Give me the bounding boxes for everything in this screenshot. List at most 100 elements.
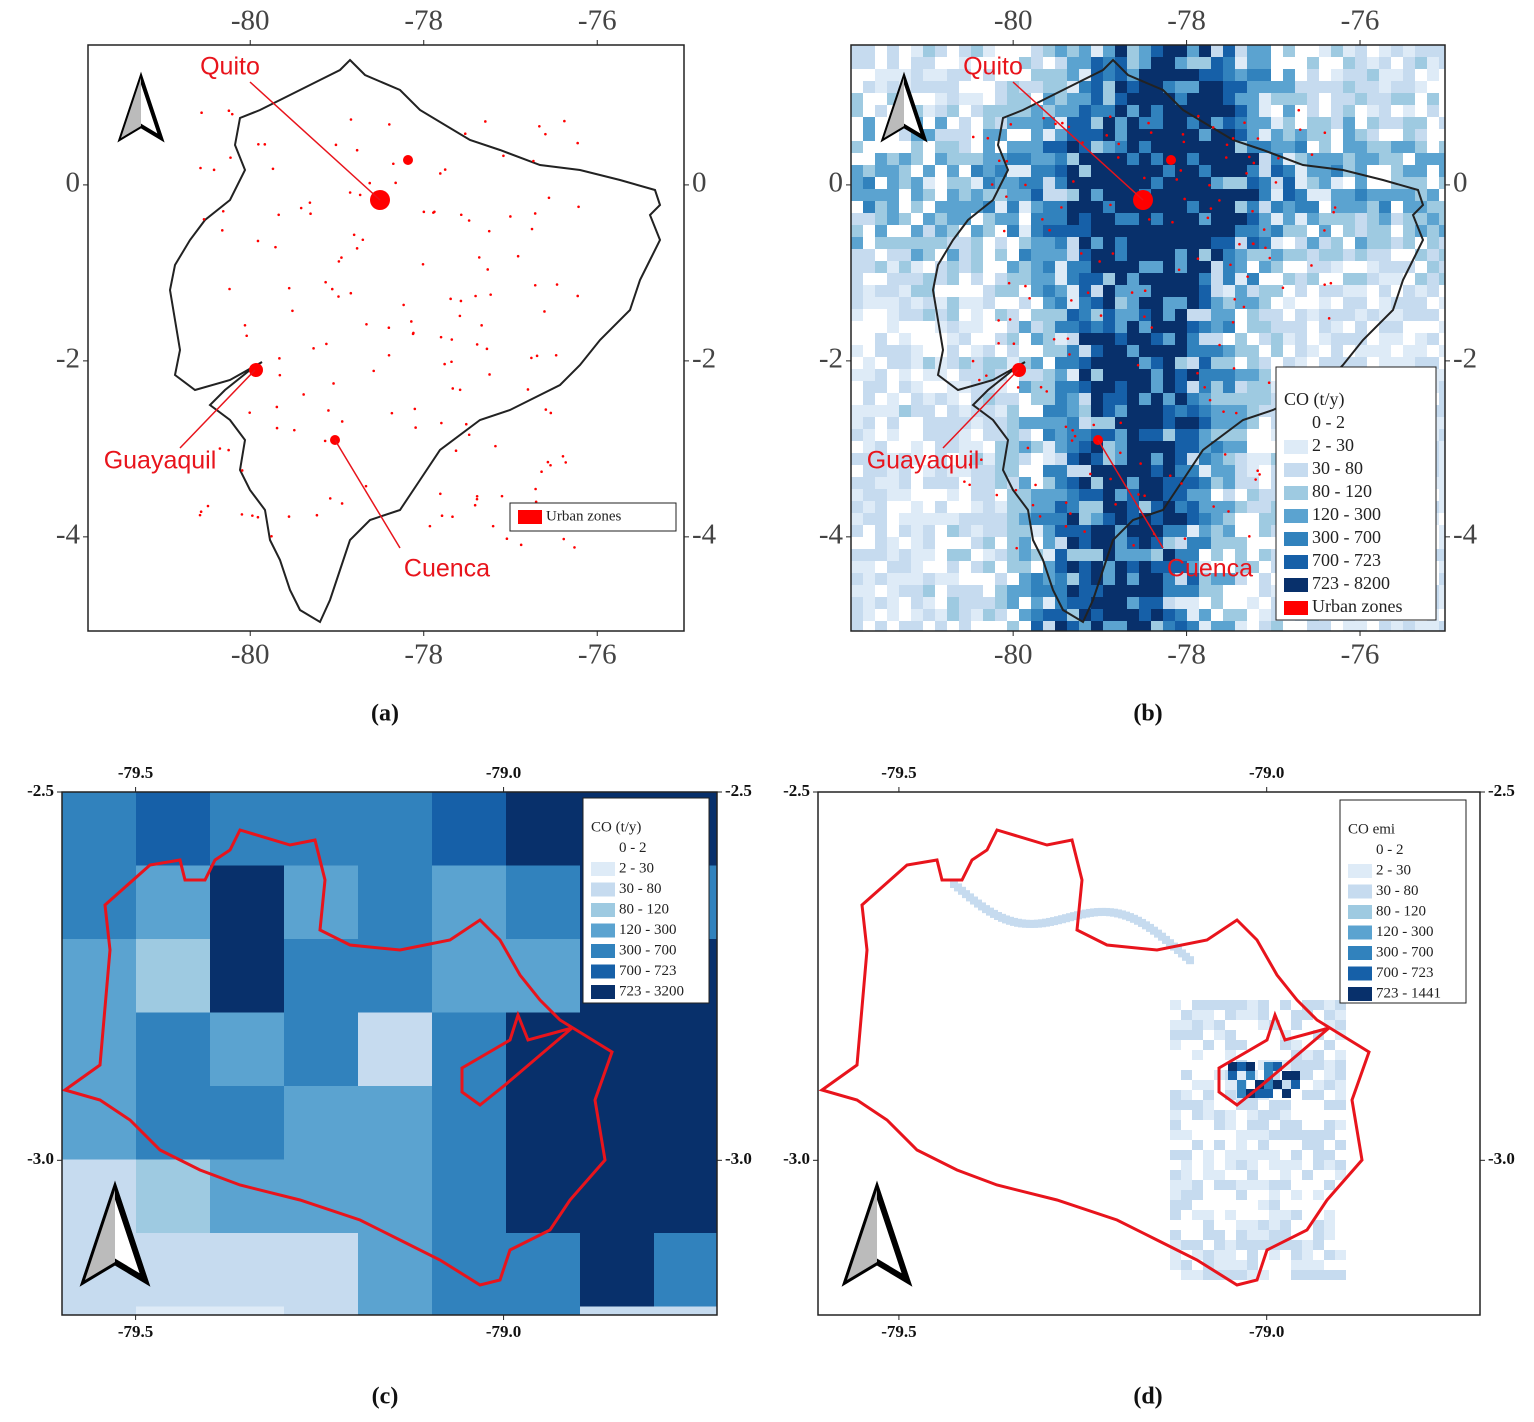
urban-zone — [274, 245, 277, 249]
emission-cell — [1163, 477, 1175, 489]
emission-cell — [1031, 417, 1043, 429]
legend-label: 2 - 30 — [619, 860, 654, 876]
emission-cell — [1283, 225, 1295, 237]
emission-cell — [1223, 141, 1235, 153]
emission-cell — [1007, 141, 1019, 153]
emission-cell — [1264, 1062, 1273, 1071]
emission-cell — [1067, 417, 1079, 429]
emission-cell — [851, 249, 863, 261]
urban-zone — [1274, 181, 1278, 184]
emission-cell — [1214, 1250, 1225, 1260]
urban-zone — [971, 135, 975, 139]
emission-cell — [1223, 609, 1235, 621]
emission-cell — [959, 417, 971, 429]
emission-cell — [863, 561, 875, 573]
emission-cell — [1355, 621, 1367, 631]
emission-cell — [1211, 333, 1223, 345]
emission-cell — [875, 501, 887, 513]
emission-cell — [923, 465, 935, 477]
emission-cell — [1103, 45, 1115, 57]
x-tick-label: -79.0 — [486, 1322, 521, 1341]
emission-cell — [911, 237, 923, 249]
emission-cell — [1283, 69, 1295, 81]
emission-cell — [1211, 273, 1223, 285]
legend-label: 723 - 1441 — [1376, 985, 1441, 1001]
emission-cell — [1391, 45, 1403, 57]
emission-cell — [1211, 621, 1223, 631]
emission-cell — [1211, 477, 1223, 489]
emission-cell — [1223, 345, 1235, 357]
emission-cell — [1067, 57, 1079, 69]
emission-cell — [1259, 585, 1271, 597]
emission-cell — [983, 369, 995, 381]
emission-cell — [1187, 477, 1199, 489]
urban-zone — [509, 215, 512, 218]
emission-cell — [995, 513, 1007, 525]
emission-cell — [1055, 105, 1067, 117]
emission-cell — [1280, 1030, 1291, 1040]
emission-cell — [1331, 45, 1343, 57]
emission-cell — [863, 597, 875, 609]
emission-cell — [923, 213, 935, 225]
emission-cell — [1151, 285, 1163, 297]
legend-label: 2 - 30 — [1376, 862, 1411, 878]
urban-zone — [1209, 207, 1213, 210]
urban-zone — [1008, 318, 1012, 321]
emission-cell — [1091, 237, 1103, 249]
emission-cell — [1199, 513, 1211, 525]
urban-zone — [323, 439, 327, 443]
emission-cell — [887, 321, 899, 333]
emission-cell — [1291, 1210, 1302, 1220]
emission-cell — [1335, 1140, 1346, 1150]
emission-cell — [1280, 1170, 1291, 1180]
emission-cell — [1199, 621, 1211, 631]
urban-zone — [1005, 159, 1009, 163]
y-tick-label: -4 — [56, 519, 81, 551]
emission-cell — [1103, 237, 1115, 249]
annotation-line — [249, 81, 381, 201]
emission-cell — [1115, 585, 1127, 597]
emission-cell — [1139, 549, 1151, 561]
urban-zone — [533, 212, 537, 215]
emission-cell — [947, 489, 959, 501]
emission-cell — [1214, 1240, 1225, 1250]
emission-cell — [1175, 309, 1187, 321]
emission-cell — [1335, 1170, 1346, 1180]
emission-cell — [1211, 357, 1223, 369]
emission-cell — [1170, 1210, 1181, 1220]
emission-cell — [1269, 1020, 1280, 1030]
emission-cell — [1280, 1080, 1291, 1090]
emission-cell — [875, 453, 887, 465]
emission-cell — [851, 429, 863, 441]
urban-zone — [480, 324, 483, 327]
emission-cell — [1175, 285, 1187, 297]
emission-cell — [935, 465, 947, 477]
emission-cell — [947, 441, 959, 453]
emission-cell — [1187, 249, 1199, 261]
emission-cell — [1247, 489, 1259, 501]
emission-cell — [1313, 1150, 1324, 1160]
urban-zone — [564, 461, 568, 464]
urban-zone — [451, 515, 454, 519]
emission-cell — [136, 1086, 210, 1160]
emission-cell — [1163, 189, 1175, 201]
emission-cell — [1223, 285, 1235, 297]
panel-label: (c) — [372, 1384, 399, 1410]
emission-cell — [851, 273, 863, 285]
urban-zone — [1068, 353, 1071, 356]
emission-cell — [1163, 93, 1175, 105]
urban-zone — [985, 374, 988, 377]
emission-cell — [1379, 213, 1391, 225]
emission-cell — [1192, 1030, 1203, 1040]
emission-cell — [1223, 93, 1235, 105]
emission-cell — [1151, 405, 1163, 417]
emission-cell — [1324, 1150, 1335, 1160]
emission-cell — [1214, 1180, 1225, 1190]
emission-cell — [1225, 1050, 1236, 1060]
emission-cell — [1151, 429, 1163, 441]
emission-cell — [1259, 105, 1271, 117]
x-tick-label: -79.0 — [486, 763, 521, 782]
emission-cell — [1259, 285, 1271, 297]
emission-cell — [1115, 489, 1127, 501]
emission-cell — [947, 597, 959, 609]
